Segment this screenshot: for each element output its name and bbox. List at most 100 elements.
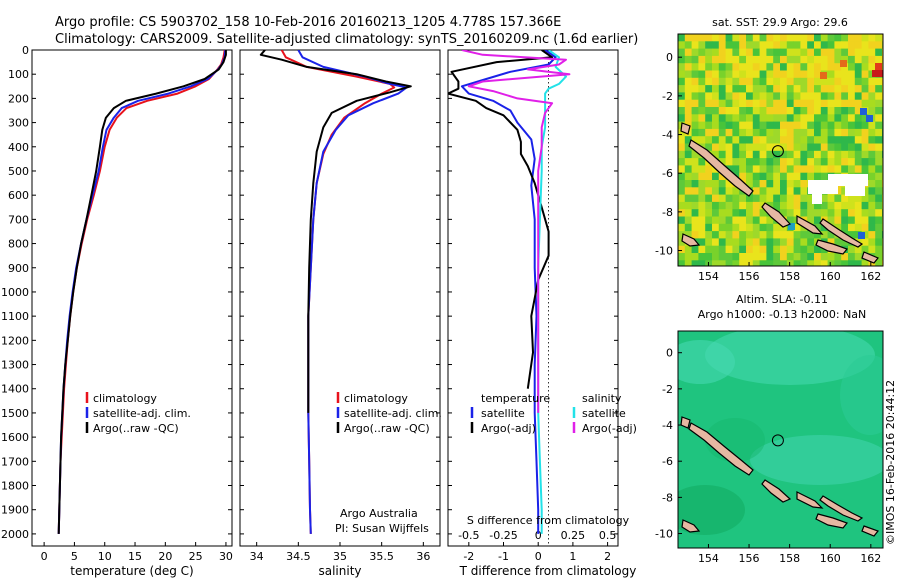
sst-cell <box>773 85 781 93</box>
sst-cell <box>732 70 740 79</box>
map-x-tick-label: 158 <box>779 552 800 565</box>
island-bougainville <box>761 202 792 228</box>
sst-cell <box>759 77 767 86</box>
sst-cell <box>807 231 815 239</box>
sst-cell <box>705 180 713 188</box>
map-x-tick-label: 158 <box>779 270 800 283</box>
sla-map-ticks: 154 156 158 160 162 0 -2 -4 -6 -8 -10 <box>655 347 881 565</box>
sst-cell <box>712 85 720 93</box>
sst-cell <box>766 172 774 181</box>
sst-cell <box>858 232 865 239</box>
legend-label-t-satellite: satellite <box>481 407 525 420</box>
sst-cell <box>752 63 760 71</box>
sst-cell <box>746 201 754 210</box>
temperature-axes <box>31 49 233 547</box>
sst-cell <box>841 114 849 122</box>
depth-tick-label: 700 <box>8 213 29 226</box>
sst-cell <box>786 92 794 101</box>
sst-map-frame <box>677 33 884 267</box>
sst-cell <box>814 231 822 239</box>
sst-cell <box>718 209 726 217</box>
sst-cell <box>780 150 788 159</box>
sst-cell <box>732 85 740 93</box>
sst-cell <box>780 34 788 42</box>
sst-cell <box>868 187 876 195</box>
sst-cell <box>759 41 767 49</box>
sst-cell <box>746 99 754 108</box>
sst-cell <box>868 99 876 108</box>
sst-cell <box>841 187 849 195</box>
sst-cell <box>725 201 733 210</box>
sst-cell <box>698 194 706 203</box>
island-new-ireland <box>688 139 754 197</box>
sst-cell <box>705 48 713 57</box>
sst-cell <box>827 260 835 266</box>
sst-cell <box>875 92 883 101</box>
sst-cell <box>827 201 835 210</box>
map-x-tick-label: 162 <box>860 552 881 565</box>
sst-cell <box>766 216 774 225</box>
sst-cell <box>718 238 726 247</box>
sst-cell <box>759 245 767 254</box>
sst-cell <box>678 165 686 174</box>
sst-cell <box>712 34 720 42</box>
sst-cell <box>678 187 686 195</box>
sst-cell <box>848 143 856 152</box>
sst-cell <box>718 187 726 195</box>
sst-cell <box>691 136 699 144</box>
sst-cell <box>684 77 692 86</box>
sst-cell <box>814 48 822 57</box>
sst-cell <box>800 201 808 210</box>
sst-cell <box>698 48 706 57</box>
sst-cell <box>800 128 808 137</box>
sst-cell <box>698 158 706 166</box>
sst-cell <box>875 114 883 122</box>
sst-cell <box>739 48 747 57</box>
sst-cell <box>807 165 815 174</box>
sst-cell <box>875 85 883 93</box>
sst-cell <box>739 209 747 217</box>
sst-cell <box>684 216 692 225</box>
x-tick-label: 34 <box>250 550 264 563</box>
sst-cell <box>691 114 699 122</box>
sst-cell <box>793 85 801 93</box>
sst-cell <box>712 260 720 266</box>
sst-cell <box>759 128 767 137</box>
sst-cell <box>732 143 740 152</box>
sst-cell <box>739 172 747 181</box>
sst-cell <box>718 216 726 225</box>
sst-cell <box>698 107 706 115</box>
island-bougainville <box>761 479 792 503</box>
sst-cell <box>691 107 699 115</box>
sst-cell <box>705 143 713 152</box>
map-x-tick-label: 156 <box>739 270 760 283</box>
sst-cell <box>814 253 822 261</box>
sst-cell <box>773 260 781 266</box>
sst-cell <box>691 201 699 210</box>
series-line-1-1 <box>297 50 408 534</box>
depth-ticks: 0 100 200 300 400 500 600 700 800 900 1000 1100 1200… <box>1 44 29 541</box>
sst-cell <box>732 223 740 232</box>
sst-cell <box>746 150 754 159</box>
sst-cell <box>878 70 883 77</box>
sst-cell <box>746 216 754 225</box>
sst-cell <box>691 172 699 181</box>
sst-cell <box>752 180 760 188</box>
sst-cell <box>786 231 794 239</box>
sst-cell <box>875 77 883 86</box>
island-new-britain <box>680 122 691 135</box>
sst-cell <box>861 63 869 71</box>
sst-cell <box>834 114 842 122</box>
sst-cell <box>875 253 883 261</box>
sst-cell <box>698 201 706 210</box>
sst-cell <box>868 180 876 188</box>
sst-cell <box>793 260 801 266</box>
sst-cell <box>712 150 720 159</box>
sst-cell <box>827 231 835 239</box>
sst-cell <box>691 158 699 166</box>
map-x-tick-label: 160 <box>820 270 841 283</box>
sst-cell <box>759 238 767 247</box>
sst-cell <box>820 55 828 64</box>
sst-cell <box>691 253 699 261</box>
x-tick-label: 30 <box>219 550 233 563</box>
